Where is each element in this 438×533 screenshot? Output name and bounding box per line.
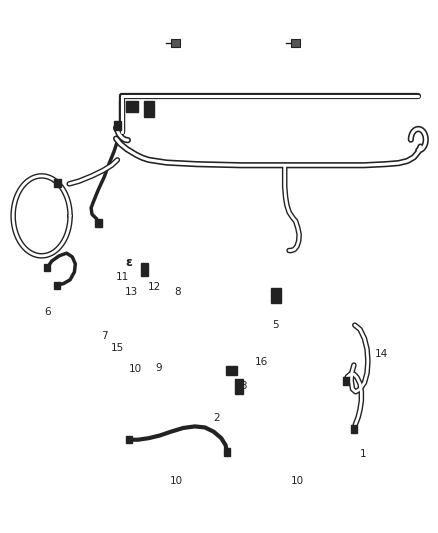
Text: 1: 1 <box>360 449 367 459</box>
Bar <box>351 425 357 433</box>
Text: 10: 10 <box>291 476 304 486</box>
Bar <box>144 101 154 117</box>
Text: 10: 10 <box>128 364 141 374</box>
Bar <box>291 39 300 47</box>
Text: 8: 8 <box>174 287 181 297</box>
Bar <box>44 264 50 271</box>
Bar <box>224 448 230 456</box>
Bar <box>54 281 60 289</box>
Text: 10: 10 <box>170 476 183 486</box>
Bar <box>95 219 102 227</box>
Bar <box>271 288 281 303</box>
Bar <box>126 101 138 112</box>
Text: 14: 14 <box>374 350 388 359</box>
Text: $\mathbf{\epsilon}$: $\mathbf{\epsilon}$ <box>125 256 133 269</box>
Bar <box>343 377 349 385</box>
Text: 9: 9 <box>155 363 162 373</box>
Bar <box>54 179 61 187</box>
Text: 4: 4 <box>227 368 234 378</box>
Text: 3: 3 <box>240 382 247 391</box>
Bar <box>114 121 121 130</box>
Bar <box>226 366 237 375</box>
Bar <box>141 263 148 276</box>
Text: 7: 7 <box>101 331 108 341</box>
Text: 5: 5 <box>272 320 279 330</box>
Text: 12: 12 <box>148 282 161 292</box>
Text: 13: 13 <box>125 287 138 297</box>
Bar <box>171 39 180 47</box>
Text: 6: 6 <box>44 307 51 317</box>
Text: 11: 11 <box>116 272 129 282</box>
Text: 2: 2 <box>213 414 220 423</box>
Bar <box>235 379 243 394</box>
Text: 15: 15 <box>111 343 124 352</box>
Bar <box>126 436 132 443</box>
Text: 16: 16 <box>255 358 268 367</box>
